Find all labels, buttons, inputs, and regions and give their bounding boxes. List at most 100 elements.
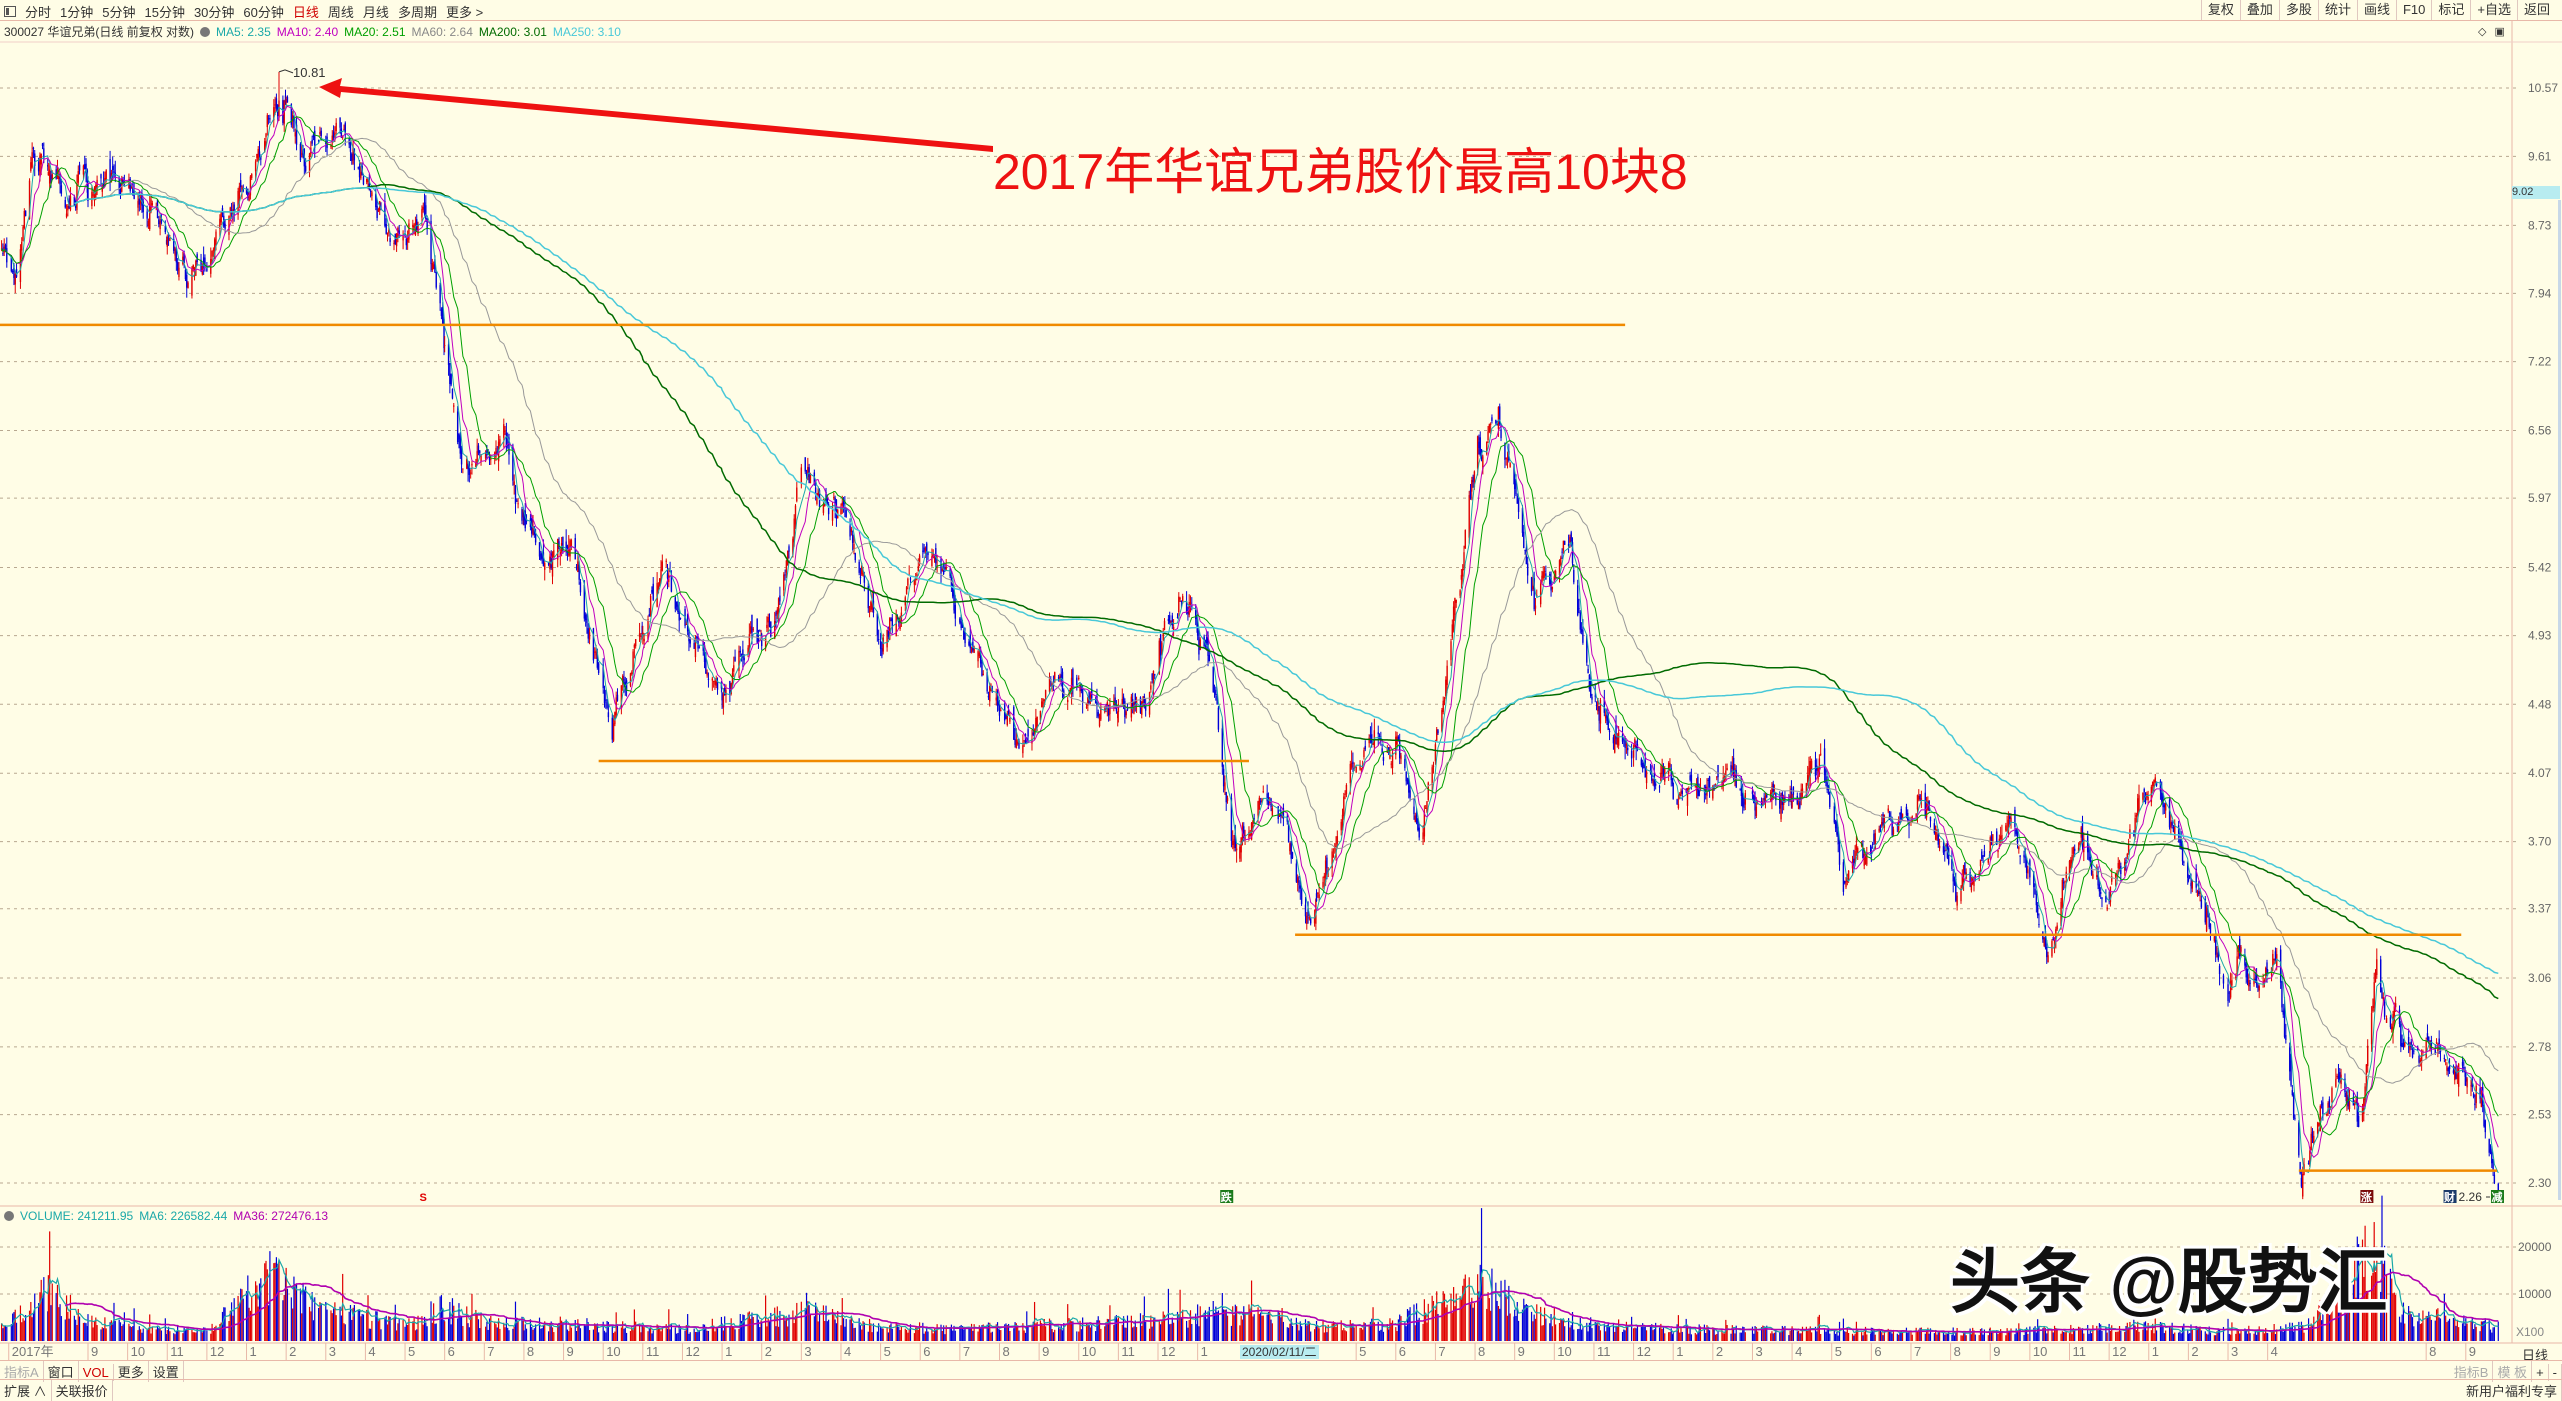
toolbar-button[interactable]: 复权 [2200,0,2240,20]
candle-body [2060,901,2062,927]
date-tick-label: 6 [448,1344,455,1359]
candle-body [2177,825,2180,837]
volume-bar [2047,1329,2049,1341]
volume-bar [1942,1332,1945,1341]
candle-body [121,178,123,192]
extension-button[interactable]: 扩展 ∧ [0,1380,52,1401]
event-marker-label[interactable]: 跌 [1221,1190,1233,1204]
right-scrollbar[interactable] [2558,200,2561,1200]
event-marker-label[interactable]: S [420,1192,427,1204]
candle-body [2472,1093,2475,1098]
toolbar-button[interactable]: F10 [2395,0,2431,20]
candle-body [927,552,929,556]
candle-body [850,528,853,533]
toolbar-button[interactable]: 返回 [2516,0,2556,20]
volume-bar [1027,1326,1029,1341]
period-tab[interactable]: 多周期 [397,5,437,20]
volume-bar [477,1319,480,1341]
candle-body [1681,790,1683,794]
candle-body [67,205,69,211]
volume-bar [2411,1317,2414,1341]
collapse-icon[interactable] [200,26,211,37]
volume-bar [47,1311,49,1341]
candle-body [1085,706,1088,708]
volume-bar [408,1318,410,1341]
period-tab[interactable]: 1分钟 [60,5,94,20]
candle-body [1924,792,1926,816]
window-icon[interactable]: ▣ [2494,26,2505,38]
period-tab[interactable]: 60分钟 [243,5,284,20]
event-marker-badge[interactable] [2443,1190,2457,1203]
toolbar-button[interactable]: +自选 [2470,0,2517,20]
period-tab[interactable]: 5分钟 [102,5,136,20]
toolbar-button[interactable]: 多股 [2278,0,2318,20]
candle-body [2272,953,2274,968]
period-tab[interactable]: 月线 [362,5,389,20]
candle-body [1307,907,1309,917]
template-button[interactable]: 指标B [2450,1361,2494,1382]
collapse-icon[interactable] [4,1211,14,1221]
indicator-button[interactable]: 指标A [0,1361,44,1382]
toolbar-button[interactable]: 统计 [2317,0,2357,20]
volume-bar [56,1284,59,1341]
candle-body [2147,796,2149,800]
indicator-button[interactable]: 更多 [114,1361,149,1382]
volume-legend-item: MA36: 272476.13 [233,1209,329,1223]
candle-body [2027,869,2029,874]
diamond-icon[interactable]: ◇ [2478,26,2487,38]
toolbar-button[interactable]: 画线 [2356,0,2396,20]
ma-line-ma60 [74,137,2499,1084]
template-button[interactable]: + [2532,1364,2549,1381]
volume-bar [2265,1328,2267,1341]
template-button[interactable]: 模 板 [2493,1361,2533,1382]
toolbar-button[interactable]: 标记 [2431,0,2470,20]
indicator-button[interactable]: VOL [79,1364,114,1381]
candle-body [756,618,758,643]
candle-body [1359,764,1361,770]
volume-bar [2115,1331,2117,1341]
event-marker-label[interactable]: 减 [2491,1190,2502,1204]
candle-body [166,236,168,247]
candle-body [2138,795,2140,810]
candle-body [1694,785,1696,787]
period-tab[interactable]: 日线 [292,5,319,20]
period-tab[interactable]: 更多 > [445,5,484,20]
period-tab[interactable]: 周线 [327,5,354,20]
volume-bar [2373,1222,2375,1341]
event-marker-label[interactable]: 涨 [2361,1190,2372,1204]
candle-body [517,503,519,505]
volume-bar [1295,1317,1297,1341]
new-user-promo-link[interactable]: 新用户福利专享 [2462,1380,2562,1401]
indicator-button[interactable]: 设置 [149,1361,184,1382]
event-marker-badge[interactable] [2490,1190,2504,1203]
period-tab[interactable]: 30分钟 [193,5,235,20]
volume-bar [1901,1332,1904,1341]
volume-bar [186,1328,188,1341]
volume-bar [1706,1325,1708,1341]
candle-body [362,176,365,185]
template-button[interactable]: - [2549,1364,2562,1381]
extension-button[interactable]: 关联报价 [52,1380,113,1401]
event-marker-label[interactable]: 财 [2443,1190,2455,1204]
window-layout-icon[interactable] [4,6,16,17]
event-marker-badge[interactable] [1220,1190,1234,1203]
candle-body [2480,1097,2483,1108]
candle-body [1834,821,1837,829]
indicator-button[interactable]: 窗口 [44,1361,79,1382]
volume-bar [1853,1335,1855,1341]
candle-body [656,582,658,607]
candle-body [1081,688,1084,703]
candle-body [2265,967,2267,976]
candle-body [550,553,552,568]
volume-bar [514,1301,517,1341]
period-tab[interactable]: 15分钟 [144,5,185,20]
volume-bar [31,1317,33,1341]
candle-body [941,569,944,571]
volume-bar [1427,1303,1429,1341]
volume-bar [471,1293,473,1341]
period-tab[interactable]: 分时 [25,5,52,20]
toolbar-button[interactable]: 叠加 [2239,0,2279,20]
event-marker-badge[interactable] [2360,1190,2374,1203]
volume-bar [1808,1328,1810,1341]
